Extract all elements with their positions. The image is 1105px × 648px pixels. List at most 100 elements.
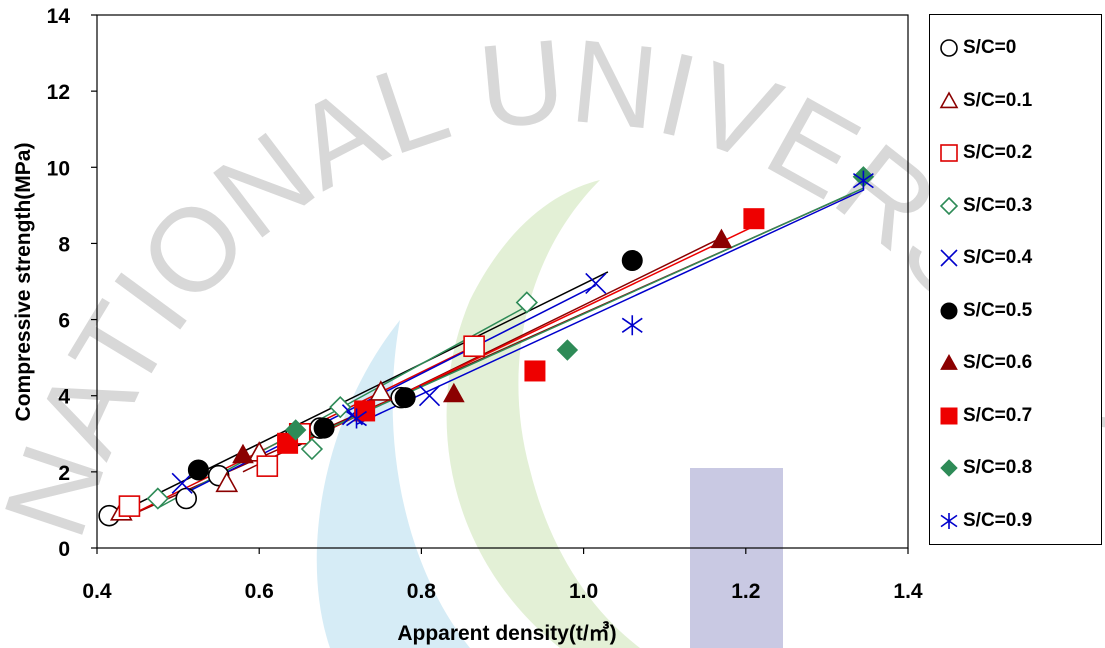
legend-marker xyxy=(940,407,958,424)
y-tick-label: 4 xyxy=(58,386,70,409)
legend-marker xyxy=(939,90,959,108)
series-points xyxy=(277,208,765,454)
legend-marker-icon xyxy=(940,353,958,370)
x-tick-label: 1.4 xyxy=(893,580,923,603)
x-tick-label: 0.4 xyxy=(82,580,112,603)
data-point xyxy=(284,419,307,441)
data-point xyxy=(524,360,546,382)
legend-marker xyxy=(940,249,958,267)
legend-label: S/C=0.2 xyxy=(963,142,1033,163)
series-points xyxy=(346,170,874,429)
data-point xyxy=(146,487,169,510)
legend-item: S/C=0.8 xyxy=(938,455,1032,481)
legend-marker xyxy=(940,144,958,162)
data-point xyxy=(743,208,765,230)
legend-marker xyxy=(939,196,959,215)
legend-marker-icon xyxy=(940,459,958,477)
y-tick-label: 14 xyxy=(47,5,71,28)
data-point xyxy=(232,443,254,464)
series-points xyxy=(284,166,875,441)
legend-marker xyxy=(940,512,958,529)
series-points xyxy=(146,291,538,510)
data-point xyxy=(369,380,393,401)
legend-marker-icon xyxy=(940,144,958,162)
y-tick-label: 12 xyxy=(47,81,70,104)
data-point xyxy=(418,385,441,407)
legend-marker xyxy=(940,353,958,370)
legend-marker-icon xyxy=(939,196,959,215)
data-point xyxy=(515,291,538,314)
legend-marker-icon xyxy=(940,407,958,424)
legend-item: S/C=0.5 xyxy=(938,298,1032,324)
legend-item: S/C=0.9 xyxy=(938,508,1032,534)
data-point xyxy=(329,396,352,419)
x-tick-label: 0.8 xyxy=(407,580,437,603)
data-point xyxy=(277,432,299,454)
data-point xyxy=(171,472,193,494)
y-tick-label: 10 xyxy=(47,157,70,180)
data-point xyxy=(463,335,485,358)
y-tick-label: 2 xyxy=(58,462,70,485)
data-point xyxy=(556,339,579,361)
watermark-green-swoosh xyxy=(446,180,640,648)
legend-item: S/C=0.6 xyxy=(938,350,1032,376)
legend-item: S/C=0.3 xyxy=(938,193,1032,219)
legend-label: S/C=0.5 xyxy=(963,299,1033,321)
legend-label: S/C=0.7 xyxy=(963,404,1033,426)
data-point xyxy=(346,408,367,429)
y-tick-label: 6 xyxy=(58,310,70,333)
legend-label: S/C=0.4 xyxy=(963,247,1033,268)
x-tick-label: 0.6 xyxy=(245,580,274,603)
plot-area: 0.4 0.6 0.8 1.0 1.2 1.4 0 2 4 6 8 10 12 14 Apparent de… xyxy=(12,5,923,645)
y-axis-label: Compressive strength(MPa) xyxy=(12,143,35,422)
data-point xyxy=(710,228,733,249)
legend-marker xyxy=(940,302,958,319)
legend-marker-icon xyxy=(940,302,958,319)
series-points xyxy=(232,228,733,464)
watermark-bar xyxy=(690,468,783,648)
series-points xyxy=(187,250,643,481)
series-points xyxy=(109,380,393,521)
legend-label: S/C=0.9 xyxy=(963,509,1033,531)
watermark-blue-swoosh xyxy=(316,320,470,648)
y-tick-label: 0 xyxy=(58,538,70,561)
legend-label: S/C=0.8 xyxy=(963,457,1033,478)
legend-marker-icon xyxy=(940,249,958,267)
legend-label: S/C=0.6 xyxy=(963,352,1033,373)
legend-marker xyxy=(940,459,958,477)
legend-marker-icon xyxy=(939,90,959,108)
x-tick-label: 1.2 xyxy=(731,580,760,603)
legend: S/C=0 S/C=0.1 S/C=0.2 S/C=0.3 S/C=0.4 S/C=0.5… xyxy=(929,14,1102,545)
data-point xyxy=(394,387,416,409)
trend-line xyxy=(295,187,864,444)
data-point xyxy=(621,315,643,336)
data-point xyxy=(118,495,141,517)
legend-label: S/C=0 xyxy=(963,37,1017,58)
legend-label: S/C=0.1 xyxy=(963,89,1033,111)
y-tick-label: 8 xyxy=(58,233,70,256)
legend-item: S/C=0 xyxy=(938,35,1016,61)
data-point xyxy=(300,437,324,461)
plot-frame xyxy=(96,14,909,549)
legend-marker-icon xyxy=(940,39,958,57)
data-point xyxy=(442,382,465,403)
legend-item: S/C=0.2 xyxy=(938,140,1032,166)
data-point xyxy=(215,471,239,493)
data-point xyxy=(187,459,209,481)
data-point xyxy=(852,170,874,191)
data-point xyxy=(175,487,198,510)
data-point xyxy=(585,272,607,294)
trend-line xyxy=(356,189,864,425)
data-point xyxy=(621,250,643,272)
data-point xyxy=(256,455,279,477)
legend-marker-icon xyxy=(940,512,958,529)
legend-marker xyxy=(940,39,958,57)
legend-label: S/C=0.3 xyxy=(963,194,1033,216)
legend-item: S/C=0.4 xyxy=(938,245,1032,271)
x-axis-label: Apparent density(t/㎥) xyxy=(397,621,616,645)
legend-item: S/C=0.1 xyxy=(938,88,1032,114)
x-tick-label: 1.0 xyxy=(569,580,598,603)
data-point xyxy=(313,417,335,439)
legend-item: S/C=0.7 xyxy=(938,403,1032,429)
